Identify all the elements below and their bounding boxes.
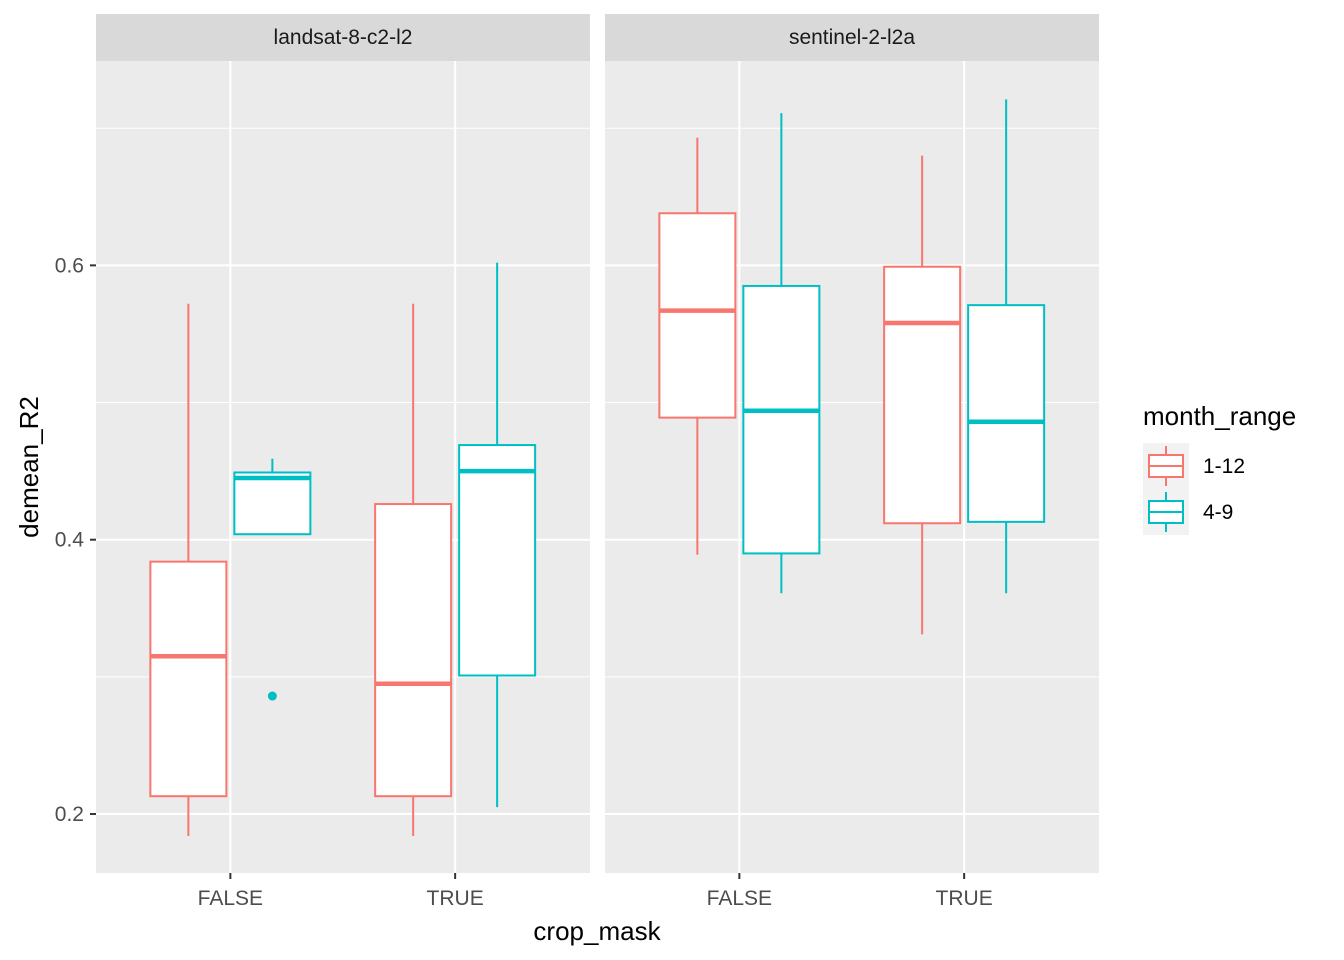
facet-strip-label: sentinel-2-l2a — [789, 26, 915, 49]
box-4-9-FALSE — [742, 113, 821, 594]
box-4-9-FALSE — [233, 458, 312, 701]
box-1-12-FALSE — [658, 137, 737, 555]
box-body — [458, 444, 537, 677]
y-tick-label: 0.6 — [55, 254, 84, 277]
outlier-point — [267, 691, 277, 701]
x-tick-label: TRUE — [936, 887, 993, 910]
legend-entry-4-9: 4-9 — [1143, 489, 1233, 535]
box-body — [883, 265, 962, 525]
legend-label: 4-9 — [1203, 501, 1233, 524]
facet-strip — [96, 14, 590, 61]
y-axis-title: demean_R2 — [14, 396, 44, 538]
box-4-9-TRUE — [967, 99, 1046, 594]
box-body — [374, 503, 453, 798]
box-body — [967, 304, 1046, 523]
box-body — [233, 471, 312, 536]
box-1-12-TRUE — [374, 303, 453, 836]
x-tick-label: FALSE — [198, 887, 263, 910]
box-body — [658, 212, 737, 419]
legend-label: 1-12 — [1203, 455, 1245, 478]
y-axis: 0.2 0.4 0.6 — [55, 254, 96, 826]
box-body — [742, 284, 821, 555]
x-tick-label: TRUE — [427, 887, 484, 910]
legend-title: month_range — [1143, 401, 1296, 431]
facet-panels: landsat-8-c2-l2 FALSE TRUE sentinel-2-l2a FA… — [96, 14, 1099, 910]
y-tick-label: 0.2 — [55, 803, 84, 826]
facet-strip — [605, 14, 1099, 61]
box-body — [149, 560, 228, 798]
facet-panel-sentinel-2-l2a: sentinel-2-l2a FALSE TRUE — [605, 14, 1099, 910]
facet-panel-landsat-8-c2-l2: landsat-8-c2-l2 FALSE TRUE — [96, 14, 590, 910]
x-axis-title: crop_mask — [533, 916, 661, 946]
facet-strip-label: landsat-8-c2-l2 — [274, 26, 413, 49]
y-tick-label: 0.4 — [55, 529, 85, 552]
box-1-12-FALSE — [149, 303, 228, 836]
box-4-9-TRUE — [458, 262, 537, 808]
x-tick-label: FALSE — [707, 887, 772, 910]
box-1-12-TRUE — [883, 155, 962, 635]
legend: month_range 1-12 4-9 — [1143, 401, 1296, 535]
legend-entry-1-12: 1-12 — [1143, 443, 1245, 489]
